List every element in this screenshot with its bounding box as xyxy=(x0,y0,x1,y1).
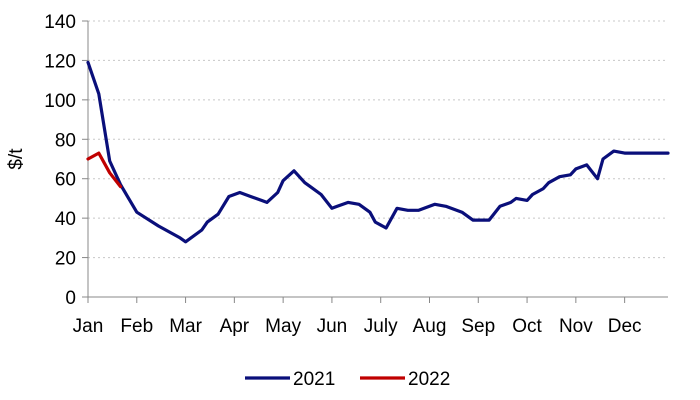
x-tick-label: Mar xyxy=(169,316,202,337)
x-tick-label: May xyxy=(265,316,301,337)
series-lines xyxy=(86,60,670,244)
legend-label-2021: 2021 xyxy=(293,369,335,390)
x-tick-label: Aug xyxy=(413,316,447,337)
legend: 2021 2022 xyxy=(245,369,450,390)
x-tick-labels: Jan Feb Mar Apr May Jun July Aug Sep Oct Nov Dec xyxy=(73,297,642,337)
y-tick-label: 0 xyxy=(65,288,76,309)
series-line-2022 xyxy=(86,151,123,189)
x-tick-label: Jan xyxy=(73,316,104,337)
y-tick-label: 140 xyxy=(44,12,76,33)
x-tick-label: Sep xyxy=(461,316,495,337)
series-line-2021 xyxy=(86,60,670,244)
x-tick-label: Feb xyxy=(120,316,153,337)
x-tick-label: Nov xyxy=(559,316,593,337)
axes xyxy=(87,21,668,298)
y-tick-label: 60 xyxy=(55,170,76,191)
x-tick-label: Dec xyxy=(608,316,642,337)
y-tick-label: 20 xyxy=(55,249,76,270)
y-tick-label: 100 xyxy=(44,91,76,112)
legend-label-2022: 2022 xyxy=(408,369,450,390)
y-tick-label: 40 xyxy=(55,209,76,230)
x-tick-label: Oct xyxy=(512,316,542,337)
y-tick-label: 120 xyxy=(44,51,76,72)
y-tick-label: 80 xyxy=(55,130,76,151)
y-axis-title: $/t xyxy=(6,148,27,170)
x-tick-label: Jun xyxy=(317,316,348,337)
gridlines xyxy=(88,20,668,259)
x-tick-label: Apr xyxy=(220,316,250,337)
x-tick-label: July xyxy=(364,316,398,337)
y-tick-labels: 0 20 40 60 80 100 120 140 xyxy=(44,12,88,309)
